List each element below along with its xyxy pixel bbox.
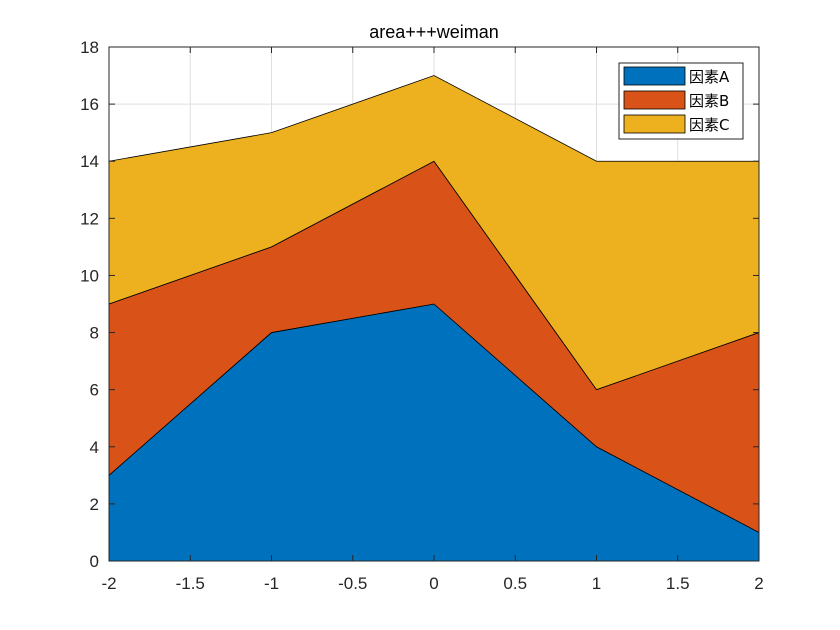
x-tick-label: 2 [754, 574, 763, 593]
plot-areas [108, 75, 760, 562]
x-tick-label: -1 [264, 574, 279, 593]
chart-title: area+++weiman [369, 22, 499, 42]
y-tick-label: 14 [80, 152, 99, 171]
x-tick-label: -0.5 [338, 574, 367, 593]
legend-label: 因素A [689, 68, 730, 86]
ticks: -2 -1.5 -1 -0.5 0 0.5 1 1.5 2 0 2 4 6 8 10 12 14 16 18 [80, 38, 764, 593]
x-tick-label: 1.5 [666, 574, 690, 593]
y-tick-label: 18 [80, 38, 99, 57]
x-tick-label: 0 [429, 574, 438, 593]
x-tick-label: 0.5 [503, 574, 527, 593]
y-tick-label: 12 [80, 209, 99, 228]
y-tick-label: 10 [80, 266, 99, 285]
x-tick-label: -2 [101, 574, 116, 593]
y-tick-label: 4 [90, 438, 99, 457]
y-tick-label: 2 [90, 495, 99, 514]
y-tick-label: 0 [90, 552, 99, 571]
x-tick-label: 1 [592, 574, 601, 593]
y-tick-label: 6 [90, 381, 99, 400]
y-tick-label: 8 [90, 324, 99, 343]
legend-swatch [623, 90, 686, 110]
legend[interactable]: 因素A 因素B 因素C [618, 62, 744, 140]
y-tick-label: 16 [80, 95, 99, 114]
x-tick-label: -1.5 [176, 574, 205, 593]
legend-label: 因素B [689, 92, 729, 110]
legend-label: 因素C [689, 116, 729, 134]
legend-swatch [623, 66, 686, 86]
legend-swatch [623, 114, 686, 134]
